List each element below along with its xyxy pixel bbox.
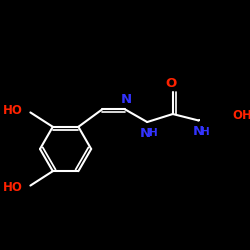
Text: HO: HO	[2, 181, 22, 194]
Text: N: N	[193, 125, 204, 138]
Text: O: O	[166, 77, 177, 90]
Text: N: N	[140, 127, 151, 140]
Text: HO: HO	[2, 104, 22, 117]
Text: OH: OH	[232, 109, 250, 122]
Text: H: H	[201, 127, 210, 137]
Text: H: H	[149, 128, 158, 138]
Text: N: N	[121, 93, 132, 106]
